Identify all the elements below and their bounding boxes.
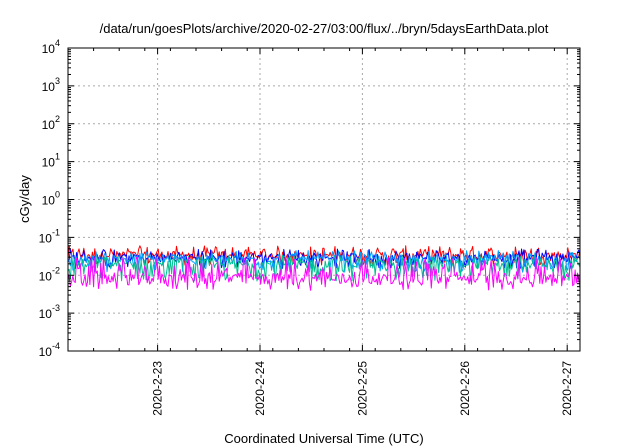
grid: [68, 48, 580, 351]
y-tick-exponent: -1: [52, 227, 60, 237]
y-tick-exponent: -4: [52, 341, 60, 351]
x-tick-label: 2020-2-27: [560, 361, 574, 416]
y-tick-exponent: -3: [52, 303, 60, 313]
series-group: [67, 245, 581, 291]
y-tick-label: 10-2: [39, 265, 60, 283]
chart-title: /data/run/goesPlots/archive/2020-02-27/0…: [100, 21, 549, 36]
y-tick-label: 10-4: [39, 341, 60, 359]
y-tick-exponent: 3: [55, 76, 60, 86]
x-tick-label: 2020-2-26: [458, 361, 472, 416]
y-tick-label: 103: [42, 76, 60, 94]
series-line: [67, 256, 581, 291]
y-tick-label: 101: [42, 152, 60, 170]
y-tick-exponent: 2: [55, 114, 60, 124]
x-tick-label: 2020-2-25: [355, 361, 369, 416]
y-tick-label: 100: [42, 190, 60, 208]
x-tick-label: 2020-2-23: [151, 361, 165, 416]
series-line: [67, 250, 581, 273]
y-tick-exponent: 0: [55, 190, 60, 200]
y-tick-exponent: 1: [55, 152, 60, 162]
y-tick-label: 10-3: [39, 303, 60, 321]
y-axis-label: cGy/day: [17, 175, 32, 223]
y-tick-label: 10-1: [39, 227, 60, 245]
x-axis: 2020-2-23 2020-2-24 2020-2-25 2020-2-26 2020…: [93, 48, 574, 416]
x-axis-label: Coordinated Universal Time (UTC): [224, 431, 423, 446]
y-tick-exponent: -2: [52, 265, 60, 275]
y-tick-label: 104: [42, 38, 60, 56]
y-tick-exponent: 4: [55, 38, 60, 48]
x-tick-label: 2020-2-24: [253, 361, 267, 416]
y-tick-label: 102: [42, 114, 60, 132]
